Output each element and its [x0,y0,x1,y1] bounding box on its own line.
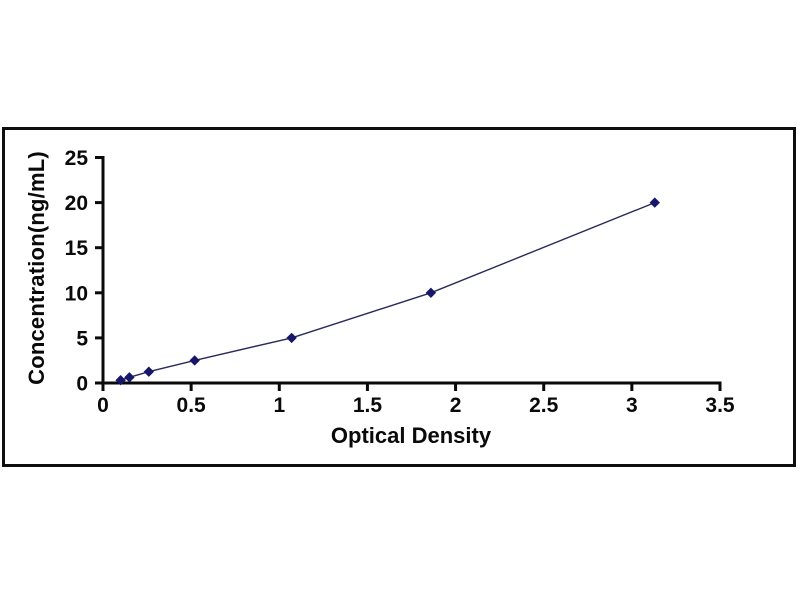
standard-curve-line [120,201,656,381]
x-tick-label: 3.5 [705,394,735,417]
x-axis-title: Optical Density [330,423,492,448]
x-tick-label: 1.5 [353,394,383,417]
x-tick-label: 2.5 [529,394,559,417]
y-tick-label: 10 [65,282,88,305]
data-point-marker [124,372,135,383]
x-tick-label: 0.5 [177,394,207,417]
y-tick-label: 5 [76,327,88,350]
x-tick-label: 1 [273,394,285,417]
x-tick-label: 2 [450,394,462,417]
data-point-marker [115,375,126,386]
y-tick-label: 0 [76,373,88,396]
data-point-marker [649,197,660,208]
x-tick-label: 3 [626,394,638,417]
chart-frame [2,127,796,467]
data-point-marker [425,287,437,298]
y-tick-label: 15 [65,237,89,260]
data-point-marker [143,366,155,377]
y-tick-label: 20 [65,192,88,215]
data-point-marker [189,355,200,366]
data-point-marker [286,332,297,344]
y-tick-label: 25 [65,147,89,170]
y-axis-title: Concentration(ng/mL) [24,151,49,385]
x-tick-label: 0 [97,394,109,417]
